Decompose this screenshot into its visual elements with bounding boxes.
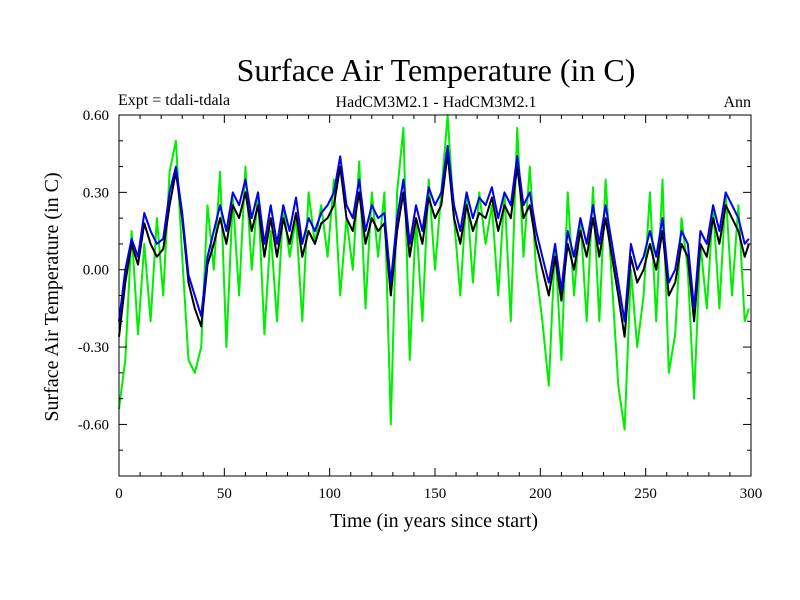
y-tick-label: -0.60 xyxy=(78,417,109,433)
y-tick-label: 0.30 xyxy=(83,185,109,201)
axes-layer xyxy=(118,114,752,477)
series-layer xyxy=(118,114,750,431)
x-tick-label: 150 xyxy=(424,486,447,502)
x-tick-label: 100 xyxy=(318,486,341,502)
subtitle-experiment: Expt = tdali-tdala xyxy=(118,92,230,109)
series-line-black xyxy=(118,152,750,338)
ticks-layer: 0 50 100 150 200 250 300 0.60 0.30 0.00 -0.30 -0.60 xyxy=(78,108,763,502)
series-line-green xyxy=(118,114,750,431)
series-line-blue xyxy=(118,144,750,323)
x-tick-label: 0 xyxy=(115,486,123,502)
x-tick-label: 250 xyxy=(634,486,657,502)
x-axis-label: Time (in years since start) xyxy=(330,510,538,532)
y-tick-label: -0.30 xyxy=(78,340,109,356)
y-axis-label: Surface Air Temperature (in C) xyxy=(41,172,63,421)
y-tick-label: 0.00 xyxy=(83,263,109,279)
x-tick-label: 50 xyxy=(217,486,232,502)
subtitle-models: HadCM3M2.1 - HadCM3M2.1 xyxy=(336,94,537,111)
y-tick-label: 0.60 xyxy=(83,108,109,124)
subtitle-season: Ann xyxy=(723,94,751,111)
x-tick-label: 300 xyxy=(740,486,763,502)
chart-title: Surface Air Temperature (in C) xyxy=(237,52,636,88)
plot-frame xyxy=(118,114,752,477)
x-tick-label: 200 xyxy=(529,486,552,502)
